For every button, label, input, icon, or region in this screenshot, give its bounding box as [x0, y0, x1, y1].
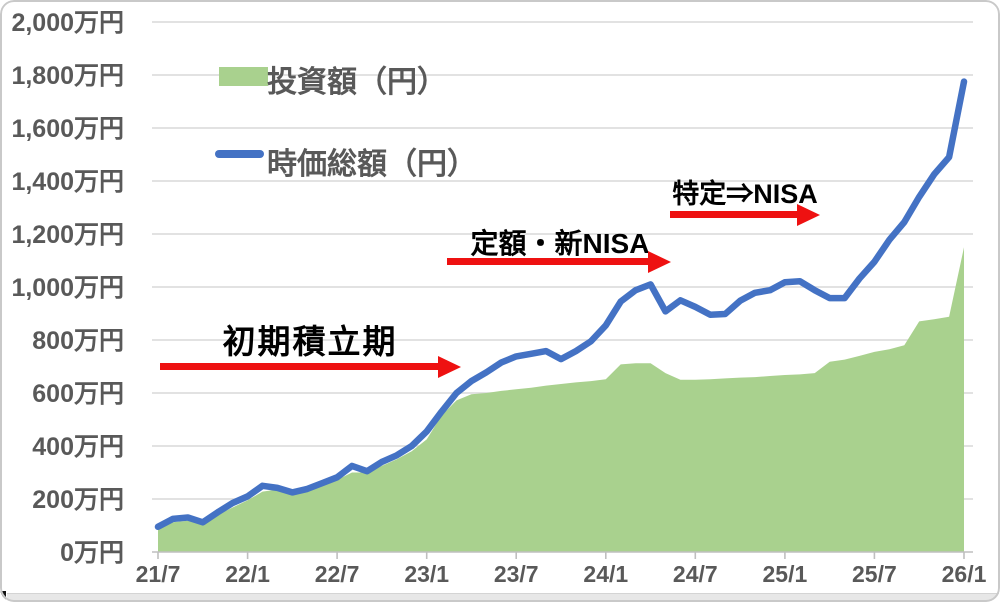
- x-axis-label: 24/1: [583, 561, 628, 587]
- annotation-fixed-new-nisa-label: 定額・新NISA: [470, 228, 650, 259]
- legend-line-swatch: [215, 150, 264, 158]
- y-axis-label: 1,000万円: [11, 274, 124, 302]
- y-axis-label: 2,000万円: [11, 9, 124, 37]
- x-axis-label: 22/7: [315, 561, 360, 587]
- annotation-tokutei-to-nisa-arrow: [670, 211, 797, 218]
- window-corner-mark: [0, 591, 6, 602]
- annotation-tokutei-to-nisa-label: 特定⇒NISA: [672, 179, 818, 209]
- legend-label-investment: 投資額（円）: [267, 66, 447, 99]
- y-axis-label: 400万円: [32, 433, 124, 461]
- y-axis-label: 1,600万円: [11, 115, 124, 143]
- legend-area-swatch: [219, 67, 268, 86]
- x-axis-label: 23/1: [404, 561, 449, 587]
- window-bottom-strip: [7, 593, 1000, 602]
- line-series-market-value: [154, 78, 968, 531]
- gridlines: [152, 21, 973, 500]
- x-axis-labels: 21/7 22/1 22/7 23/1 23/7 24/1 24/7 25/1 25/7 26/1: [136, 552, 987, 587]
- y-axis-label: 200万円: [32, 486, 124, 514]
- y-axis-label: 1,400万円: [11, 168, 124, 196]
- x-axis-label: 26/1: [942, 561, 987, 587]
- x-axis-label: 24/7: [673, 561, 718, 587]
- x-axis-label: 25/7: [852, 561, 897, 587]
- x-axis-label: 23/7: [494, 561, 539, 587]
- y-axis-label: 1,800万円: [11, 62, 124, 90]
- x-axis-label: 25/1: [763, 561, 808, 587]
- y-axis-label: 0万円: [60, 539, 124, 567]
- legend-label-market-value: 時価総額（円）: [267, 148, 477, 181]
- y-axis-label: 600万円: [32, 380, 124, 408]
- y-axis-labels: 0万円 200万円 400万円 600万円 800万円 1,000万円 1,200万円 1,4…: [11, 9, 124, 567]
- annotation-fixed-new-nisa-arrow: [447, 258, 648, 265]
- x-axis-label: 22/1: [225, 561, 270, 587]
- area-series-investment: [158, 247, 964, 553]
- y-axis-label: 1,200万円: [11, 221, 124, 249]
- annotation-initial-accumulation-arrow: [160, 363, 438, 370]
- x-axis-label: 21/7: [136, 561, 181, 587]
- annotation-initial-accumulation-label: 初期積立期: [222, 323, 398, 360]
- y-axis-label: 800万円: [32, 327, 124, 355]
